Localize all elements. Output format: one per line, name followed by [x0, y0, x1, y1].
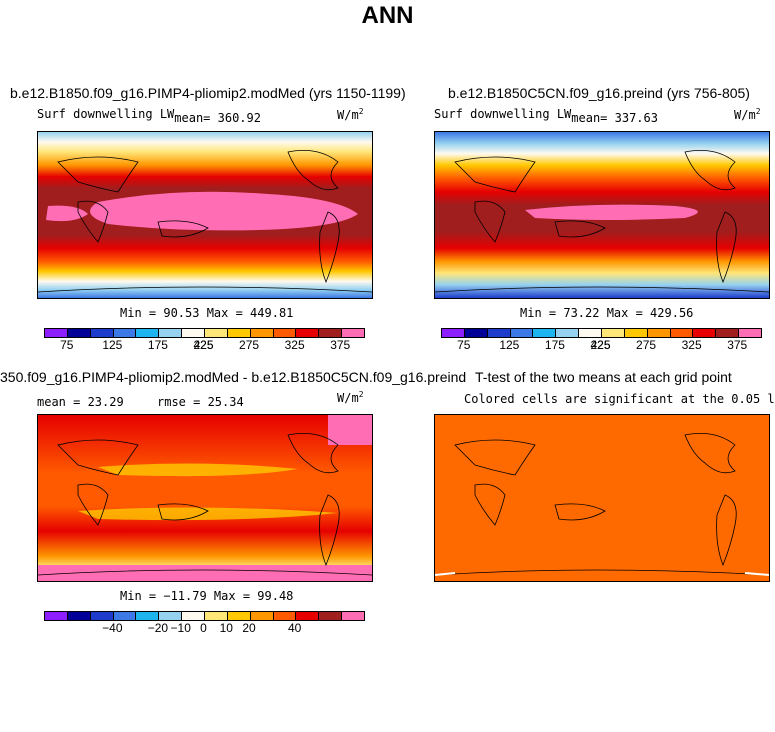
colorbar-tick-label: 425 [590, 338, 611, 352]
panel1-map-svg [38, 132, 372, 298]
panel2-variable: Surf downwelling LW [434, 107, 572, 121]
colorbar-swatch [342, 329, 365, 337]
colorbar-tick-label: 175 [544, 338, 565, 352]
colorbar-swatch [602, 329, 625, 337]
colorbar-swatch [319, 329, 343, 337]
colorbar-swatch [464, 329, 488, 337]
colorbar-tick-label: 10 [219, 621, 233, 635]
panel3-units: W/m2 [337, 390, 364, 405]
colorbar-swatch [442, 329, 465, 337]
colorbar-tick-label: −10 [170, 621, 191, 635]
colorbar-swatch [716, 329, 740, 337]
panel2-colorbar-labels: 75 125 175 225 275 325 375 425 [441, 338, 760, 354]
colorbar-tick-label: 375 [727, 338, 748, 352]
colorbar-swatch [273, 612, 297, 620]
colorbar-swatch [45, 612, 68, 620]
colorbar-swatch [67, 329, 91, 337]
panel1-stats: Min = 90.53 Max = 449.81 [120, 306, 294, 320]
colorbar-swatch [296, 329, 320, 337]
panel2-stats: Min = 73.22 Max = 429.56 [520, 306, 694, 320]
panel3-map-svg [38, 415, 372, 581]
colorbar-swatch [624, 329, 648, 337]
colorbar-swatch [250, 612, 274, 620]
colorbar-tick-label: −20 [147, 621, 169, 635]
colorbar-swatch [45, 329, 68, 337]
panel1-map [37, 131, 373, 299]
colorbar-swatch [579, 329, 603, 337]
colorbar-tick-label: 275 [636, 338, 657, 352]
colorbar-tick-label: 325 [681, 338, 702, 352]
panel1-units: W/m2 [337, 107, 364, 122]
colorbar-swatch [182, 329, 206, 337]
colorbar-tick-label: 375 [330, 338, 351, 352]
panel2-map-svg [435, 132, 769, 298]
panel3-mean: mean = 23.29 [37, 395, 124, 409]
colorbar-tick-label: 275 [239, 338, 260, 352]
colorbar-swatch [159, 329, 183, 337]
colorbar-swatch [227, 612, 251, 620]
panel2-title: b.e12.B1850C5CN.f09_g16.preind (yrs 756-… [448, 85, 750, 101]
colorbar-tick-label: 0 [200, 621, 207, 635]
colorbar-tick-label: 225 [590, 338, 611, 352]
colorbar-tick-label: 325 [284, 338, 305, 352]
panel1-colorbar [44, 328, 365, 338]
panel2-map [434, 131, 770, 299]
panel4-title: T-test of the two means at each grid poi… [475, 369, 732, 385]
colorbar-swatch [67, 612, 91, 620]
panel4-map-svg [435, 415, 769, 581]
colorbar-swatch [670, 329, 694, 337]
colorbar-swatch [556, 329, 580, 337]
colorbar-tick-label: 75 [457, 338, 471, 352]
colorbar-tick-label: −40 [102, 621, 123, 635]
colorbar-tick-label: 125 [102, 338, 123, 352]
colorbar-tick-label: 225 [193, 338, 214, 352]
colorbar-swatch [90, 329, 114, 337]
colorbar-swatch [296, 612, 320, 620]
panel1-mean: mean= 360.92 [174, 111, 261, 125]
colorbar-swatch [342, 612, 365, 620]
panel3-stats: Min = −11.79 Max = 99.48 [120, 589, 294, 603]
colorbar-swatch [510, 329, 534, 337]
colorbar-swatch [113, 612, 137, 620]
panel4-map [434, 414, 770, 582]
panel2-subtitle: Surf downwelling LWmean= 337.63 [434, 107, 658, 125]
colorbar-tick-label: 125 [499, 338, 520, 352]
colorbar-swatch [250, 329, 274, 337]
panel1-title: b.e12.B1850.f09_g16.PIMP4-pliomip2.modMe… [10, 85, 406, 101]
panel3-colorbar [44, 611, 365, 621]
main-title: ANN [361, 2, 414, 29]
colorbar-swatch [487, 329, 511, 337]
colorbar-swatch [273, 329, 297, 337]
colorbar-swatch [90, 612, 114, 620]
colorbar-swatch [136, 329, 160, 337]
colorbar-swatch [159, 612, 183, 620]
panel3-title: 350.f09_g16.PIMP4-pliomip2.modMed - b.e1… [0, 369, 467, 385]
panel1-colorbar-labels: 75 125 175 225 275 325 375 425 [44, 338, 363, 354]
colorbar-swatch [739, 329, 762, 337]
panel2-mean: mean= 337.63 [571, 111, 658, 125]
colorbar-tick-label: 75 [60, 338, 74, 352]
panel4-subtitle: Colored cells are significant at the 0.0… [464, 392, 775, 406]
colorbar-swatch [647, 329, 671, 337]
colorbar-tick-label: 425 [193, 338, 214, 352]
panel2-units: W/m2 [734, 107, 761, 122]
colorbar-tick-label: 20 [242, 621, 256, 635]
colorbar-swatch [205, 329, 228, 337]
panel1-variable: Surf downwelling LW [37, 107, 175, 121]
panel2-colorbar [441, 328, 762, 338]
panel3-rmse: rmse = 25.34 [157, 395, 244, 409]
colorbar-swatch [113, 329, 137, 337]
panel1-subtitle: Surf downwelling LWmean= 360.92 [37, 107, 261, 125]
colorbar-swatch [182, 612, 206, 620]
colorbar-swatch [533, 329, 557, 337]
colorbar-swatch [227, 329, 251, 337]
panel3-colorbar-labels: −40 −20 −10 0 10 20 40 [44, 621, 363, 637]
colorbar-tick-label: 175 [147, 338, 168, 352]
panel3-map [37, 414, 373, 582]
colorbar-swatch [205, 612, 228, 620]
colorbar-swatch [693, 329, 717, 337]
colorbar-swatch [319, 612, 343, 620]
colorbar-swatch [136, 612, 160, 620]
colorbar-tick-label: 40 [287, 621, 302, 635]
